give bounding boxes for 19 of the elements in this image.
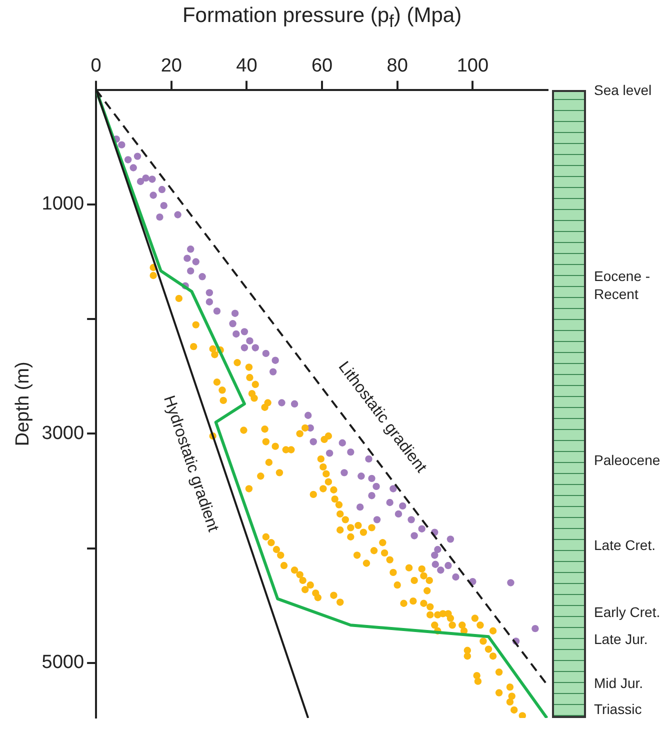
x-tick-label: 100 bbox=[456, 56, 489, 77]
text: Late Cret. bbox=[594, 536, 656, 554]
x-tick-label: 40 bbox=[236, 56, 258, 77]
text: Late Jur. bbox=[594, 630, 649, 648]
text: Triassic bbox=[594, 699, 643, 718]
y-tick-label: 5000 bbox=[42, 652, 84, 674]
text: Mid Jur. bbox=[594, 674, 644, 693]
text: Paleocene bbox=[594, 451, 662, 470]
text: Early Cret. bbox=[594, 603, 662, 622]
y-axis-title: Depth (m) bbox=[12, 362, 34, 446]
x-tick-label: 60 bbox=[311, 56, 333, 77]
x-tick-label: 80 bbox=[386, 56, 408, 77]
text: Sea level bbox=[594, 80, 653, 99]
y-tick-label: 3000 bbox=[42, 422, 84, 444]
text: Eocene - Recent bbox=[594, 266, 652, 303]
x-tick-label: 20 bbox=[160, 56, 182, 77]
y-tick-label: 1000 bbox=[42, 194, 84, 215]
x-axis-title: Formation pressure (p$_{f}$) (Mpa) bbox=[182, 4, 462, 32]
x-tick-label: 0 bbox=[90, 56, 102, 77]
